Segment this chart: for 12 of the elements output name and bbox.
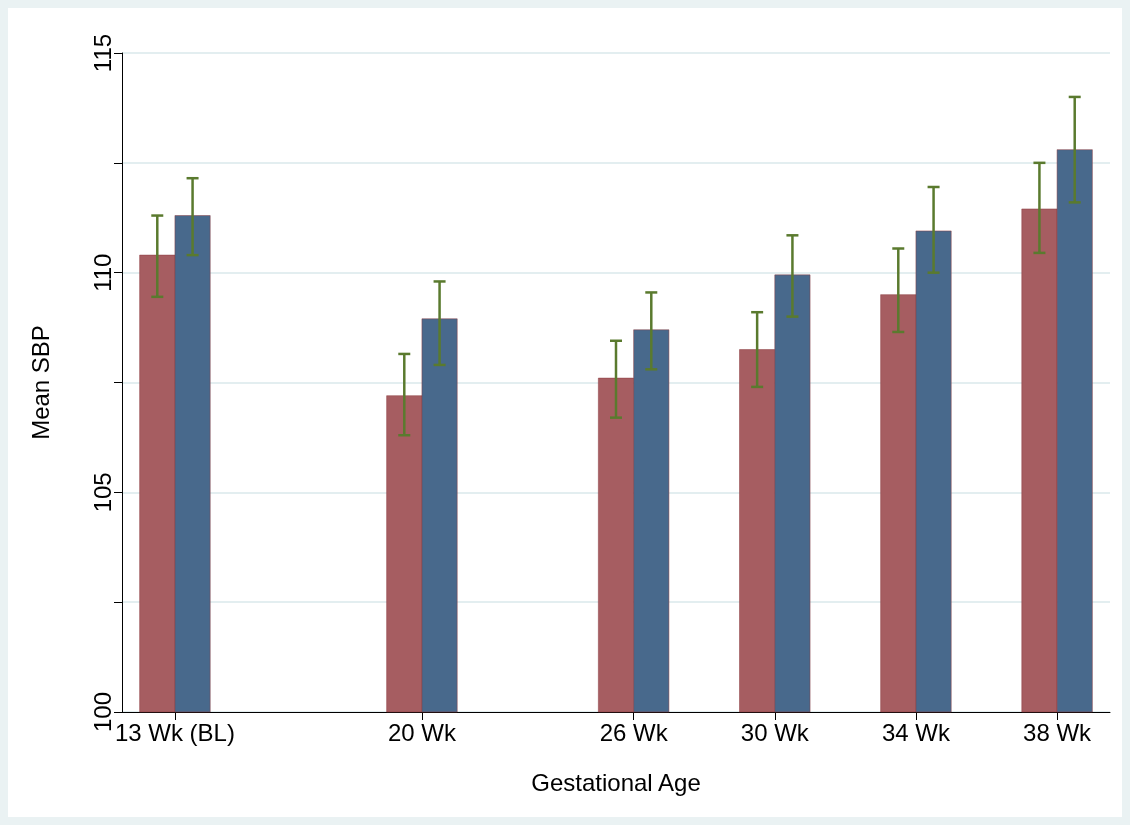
x-tick-label: 34 Wk xyxy=(881,718,951,746)
x-tick-label: 13 Wk (BL) xyxy=(114,718,235,746)
x-tick-label: 20 Wk xyxy=(387,718,457,746)
y-tick-label: 110 xyxy=(88,253,116,292)
y-tick-label: 100 xyxy=(88,691,116,733)
y-tick-label: 115 xyxy=(88,33,116,73)
x-axis-title: Gestational Age xyxy=(531,768,701,796)
y-tick-label: 105 xyxy=(88,472,116,513)
x-tick-label: 38 Wk xyxy=(1023,718,1093,746)
x-tick-label: 30 Wk xyxy=(740,718,810,746)
x-tick-label: 26 Wk xyxy=(599,718,669,746)
y-axis-title: Mean SBP xyxy=(26,325,54,440)
